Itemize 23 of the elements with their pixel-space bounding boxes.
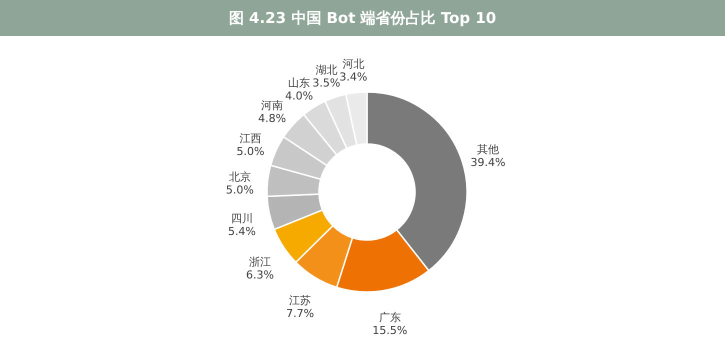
data-label: 5.0% <box>226 184 254 197</box>
slice-label: 江西 <box>240 132 262 145</box>
data-label: 15.5% <box>372 324 408 337</box>
slice-label: 广东 <box>378 310 401 324</box>
data-label: 3.4% <box>339 70 368 84</box>
chart-title: 图 4.23 中国 Bot 端省份占比 Top 10 <box>228 9 496 27</box>
data-label: 39.4% <box>470 156 506 170</box>
data-label: 3.5% <box>312 76 340 90</box>
data-label: 7.7% <box>286 307 314 320</box>
slice-label: 湖北 <box>315 64 338 77</box>
data-label: 6.3% <box>246 268 274 282</box>
slice-label: 浙江 <box>249 255 272 268</box>
slice-label: 北京 <box>228 170 251 184</box>
data-label: 4.8% <box>258 112 286 126</box>
slice-label: 江苏 <box>289 294 312 308</box>
data-label: 4.0% <box>285 89 314 102</box>
data-label: 5.4% <box>228 225 256 238</box>
slice-label: 山东 <box>288 76 310 90</box>
slice-label: 其他 <box>476 143 499 156</box>
data-label: 5.0% <box>236 144 264 158</box>
slice-label: 河北 <box>342 58 364 71</box>
slice-label: 河南 <box>261 99 284 112</box>
slice-label: 四川 <box>230 212 253 226</box>
